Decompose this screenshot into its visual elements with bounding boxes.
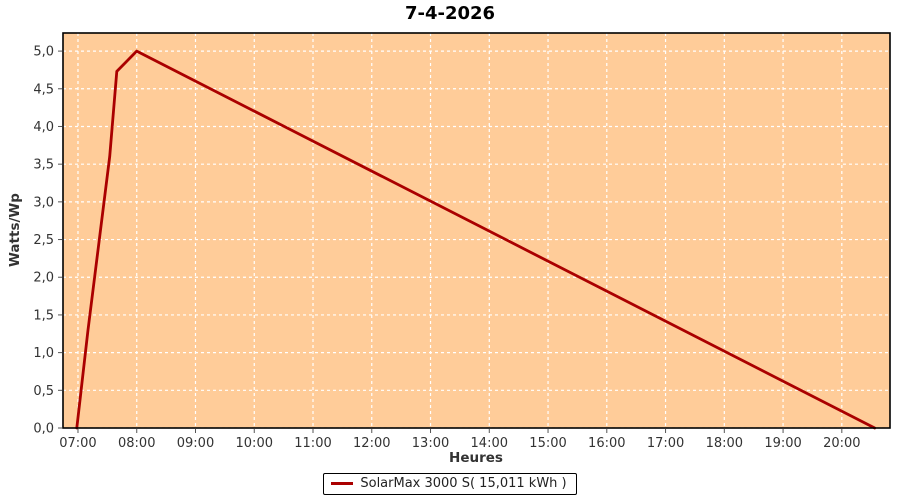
x-tick-label: 11:00: [294, 436, 331, 451]
x-tick-label: 16:00: [588, 436, 625, 451]
series-line: [75, 49, 877, 430]
legend: SolarMax 3000 S( 15,011 kWh ): [0, 473, 900, 495]
x-tick-label: 20:00: [823, 436, 860, 451]
y-tick-label: 3,5: [33, 158, 54, 173]
y-tick-label: 1,0: [33, 346, 54, 361]
y-axis-label: Watts/Wp: [7, 193, 23, 267]
legend-line-sample: [331, 482, 354, 485]
x-tick-label: 07:00: [59, 436, 96, 451]
y-tick-label: 2,5: [33, 233, 54, 248]
x-tick-label: 10:00: [236, 436, 273, 451]
x-tick-label: 19:00: [764, 436, 801, 451]
x-tick-label: 15:00: [529, 436, 566, 451]
y-tick-label: 2,0: [33, 271, 54, 286]
x-tick-label: 13:00: [412, 436, 449, 451]
x-tick-label: 14:00: [471, 436, 508, 451]
x-axis-label: Heures: [449, 450, 503, 466]
x-tick-label: 17:00: [647, 436, 684, 451]
y-tick-label: 5,0: [33, 45, 54, 60]
y-tick-label: 1,5: [33, 308, 54, 323]
y-tick-label: 4,0: [33, 120, 54, 135]
x-tick-label: 09:00: [177, 436, 214, 451]
chart-title: 7-4-2026: [404, 3, 496, 24]
legend-box: SolarMax 3000 S( 15,011 kWh ): [323, 473, 577, 495]
legend-label: SolarMax 3000 S( 15,011 kWh ): [360, 476, 567, 491]
y-tick-label: 4,5: [33, 82, 54, 97]
x-tick-label: 08:00: [118, 436, 155, 451]
plot-border: [62, 32, 891, 429]
y-tick-label: 0,0: [33, 422, 54, 437]
y-tick-label: 3,0: [33, 195, 54, 210]
plot-background: [63, 33, 890, 428]
x-tick-label: 18:00: [706, 436, 743, 451]
x-tick-label: 12:00: [353, 436, 390, 451]
y-tick-label: 0,5: [33, 384, 54, 399]
